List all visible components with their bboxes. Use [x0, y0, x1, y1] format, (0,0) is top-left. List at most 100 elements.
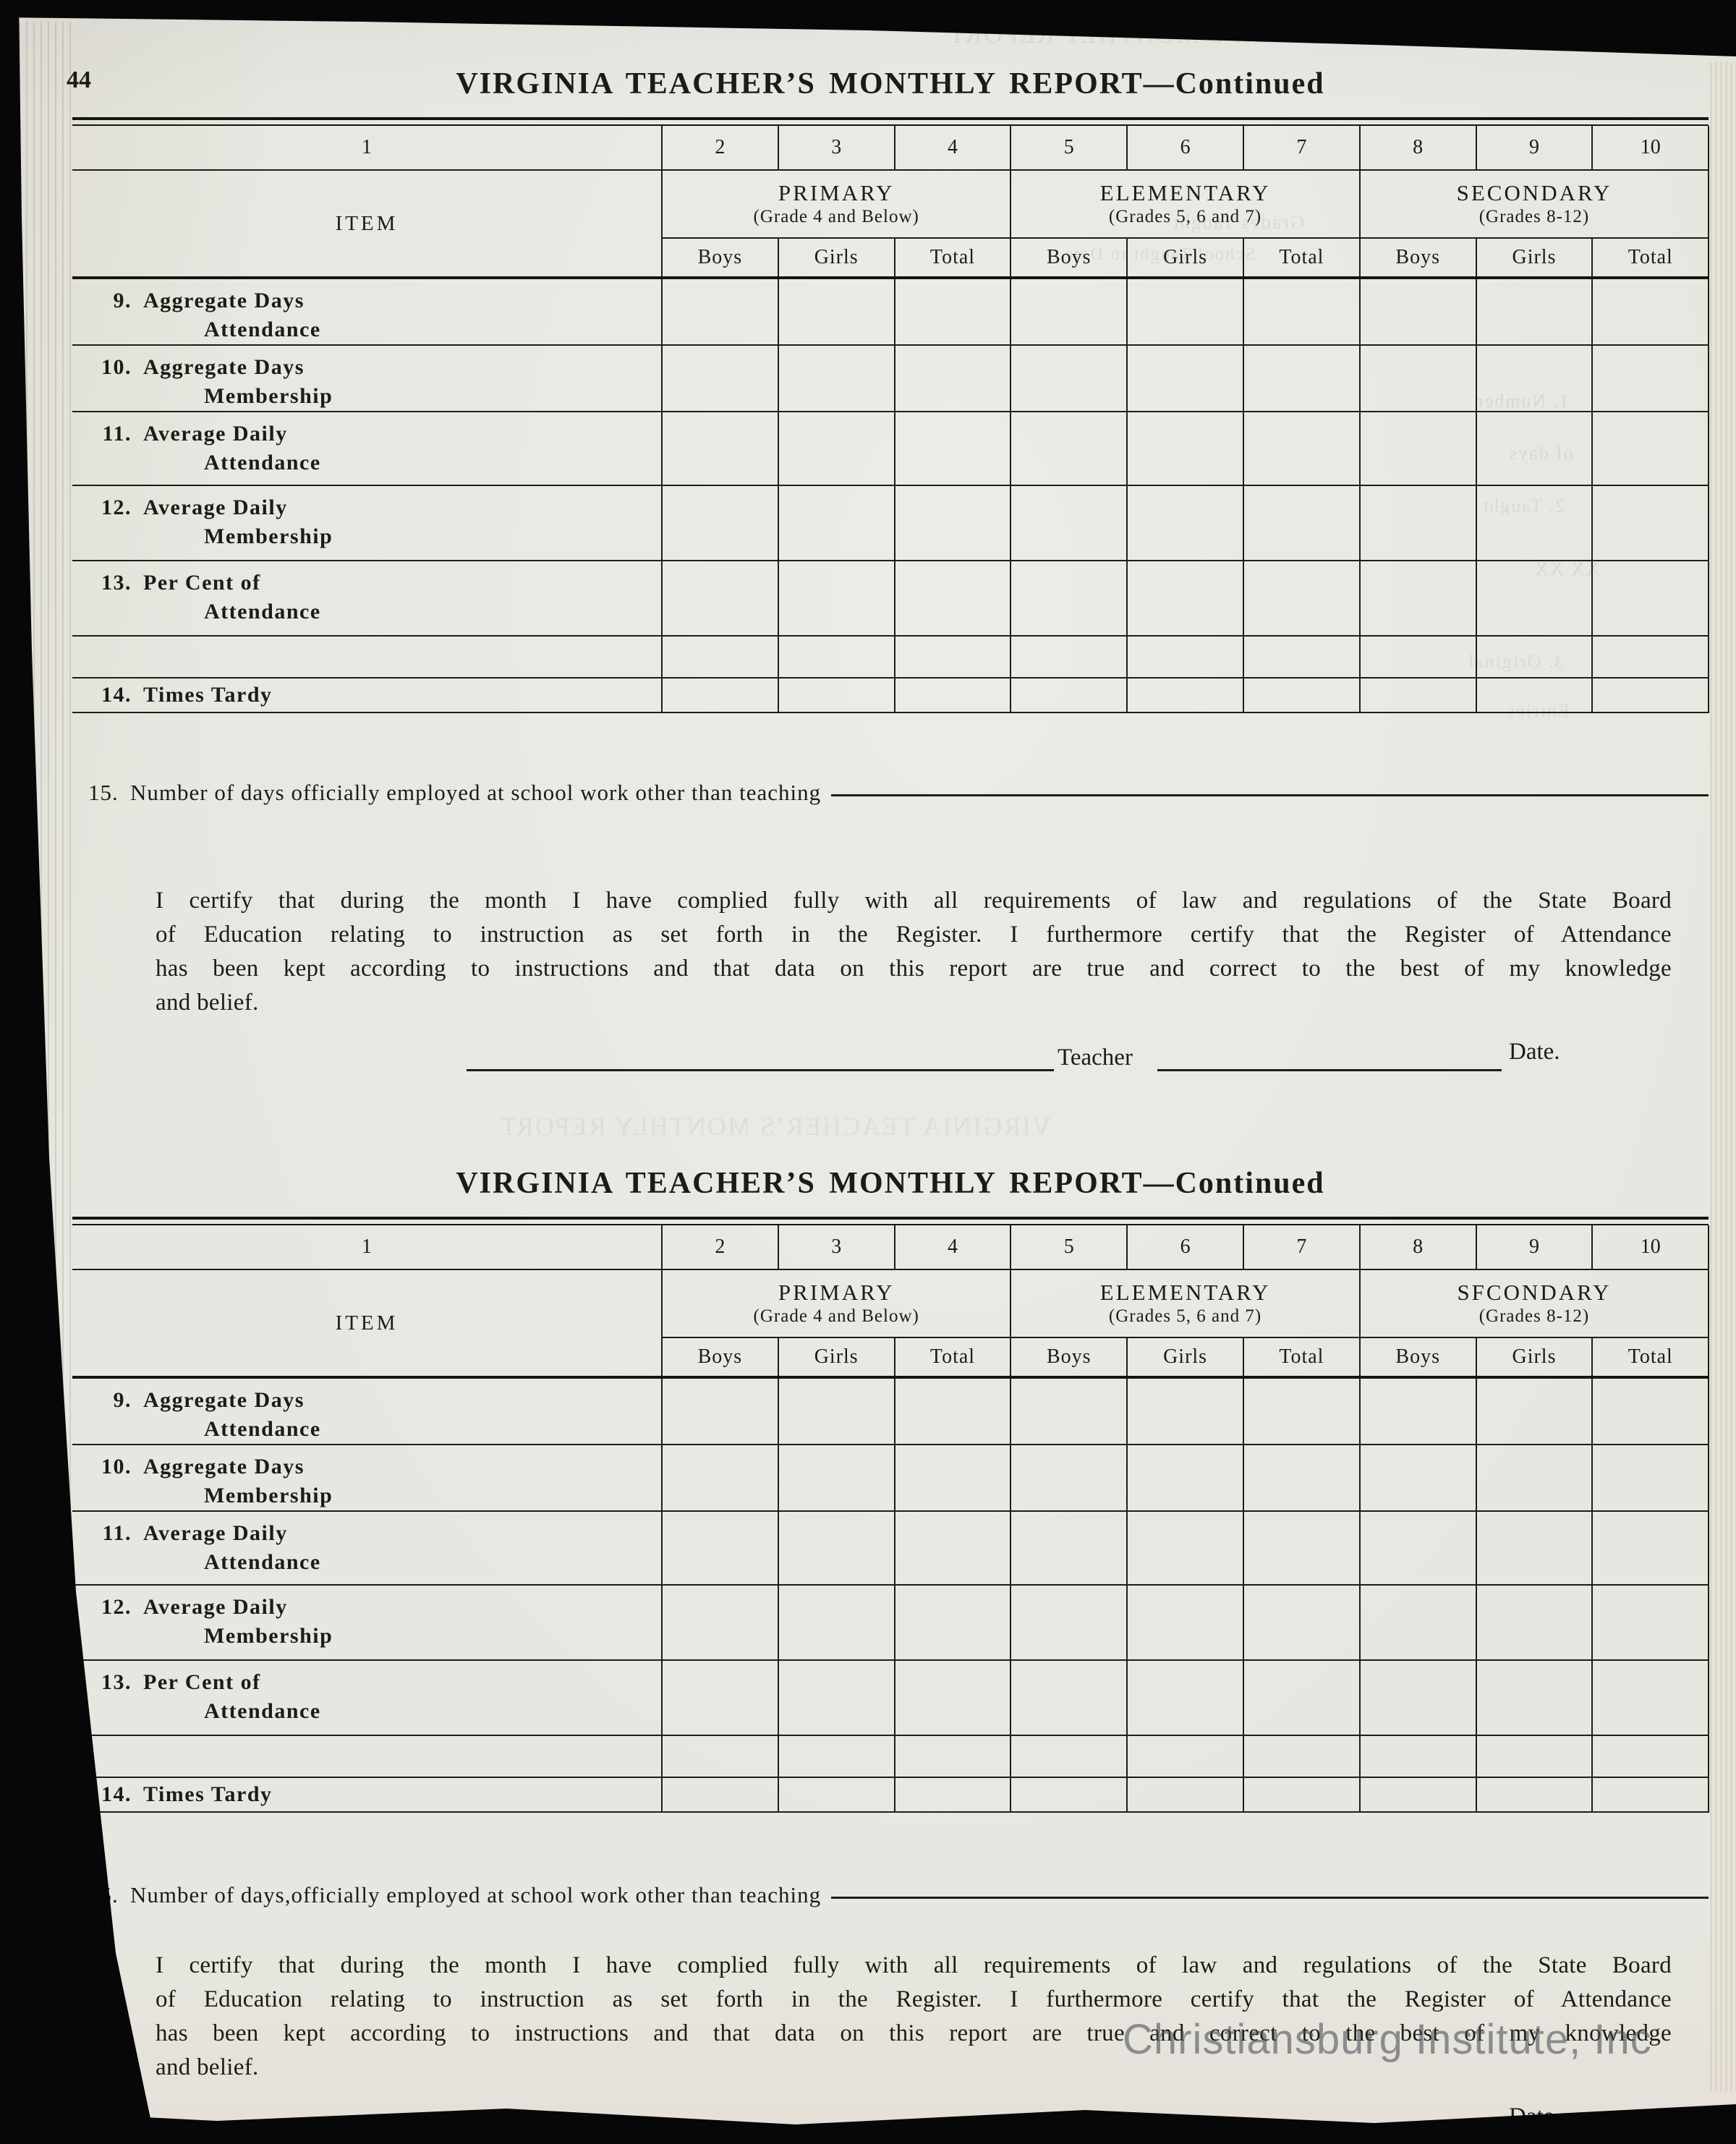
table-cell — [1126, 1777, 1243, 1813]
sub-header: Girls — [1475, 238, 1593, 279]
form-title: VIRGINIA TEACHER’S MONTHLY REPORT—Contin… — [456, 67, 1325, 101]
table-cell — [1475, 1511, 1593, 1586]
table-cell — [777, 345, 895, 412]
table-cell — [661, 678, 778, 713]
column-number: 4 — [893, 126, 1011, 171]
table-cell — [1358, 1735, 1476, 1778]
table-cell — [893, 561, 1011, 637]
row-label-line1: Aggregate Days — [143, 1455, 305, 1479]
table-cell — [661, 1377, 778, 1445]
table-cell — [1126, 345, 1243, 412]
item-15-line: 15. Number of days,officially employed a… — [72, 1882, 1709, 1908]
table-cell — [661, 278, 778, 346]
table-cell — [1358, 1511, 1476, 1586]
table-cell — [893, 678, 1011, 713]
sub-header: Boys — [1358, 238, 1476, 279]
table-cell — [777, 485, 895, 561]
group-name: SECONDARY — [1456, 180, 1612, 205]
table-cell — [1475, 678, 1593, 713]
table-cell — [1126, 1445, 1243, 1512]
table-cell — [1591, 1511, 1710, 1586]
table-cell — [893, 278, 1011, 346]
certification-line: I certify that during the month I have c… — [156, 1952, 1672, 1978]
group-name: ELEMENTARY — [1099, 180, 1271, 205]
certification-line: has been kept according to instructions … — [156, 956, 1672, 982]
table-cell — [661, 561, 778, 637]
table-cell — [777, 561, 895, 637]
row-label: 12. Average Daily Membership — [72, 485, 663, 561]
table-cell — [777, 1445, 895, 1512]
certification-line: I certify that during the month I have c… — [156, 888, 1672, 914]
table-cell — [1242, 1777, 1360, 1813]
column-number: 10 — [1591, 126, 1710, 171]
table-cell — [1591, 1777, 1710, 1813]
row-number: 10. — [101, 355, 132, 379]
table-cell — [1010, 1377, 1128, 1445]
table-cell — [661, 1445, 778, 1512]
date-signature-line — [1157, 1069, 1502, 1071]
table-cell — [661, 1585, 778, 1661]
certification-line: has been kept according to instructions … — [156, 2020, 1672, 2046]
table-cell — [1591, 1445, 1710, 1512]
table-cell — [893, 1777, 1011, 1813]
row-label: 13. Per Cent of Attendance — [72, 561, 663, 637]
group-header-elementary: ELEMENTARY (Grades 5, 6 and 7) — [1010, 1269, 1360, 1338]
table-cell — [1010, 412, 1128, 486]
table-cell — [1126, 1735, 1243, 1778]
row-label-line1: Per Cent of — [143, 571, 261, 595]
item-column-header: ITEM — [72, 170, 663, 279]
table-cell — [1242, 485, 1360, 561]
row-label-line2: Attendance — [204, 1550, 321, 1574]
table-cell — [1010, 1660, 1128, 1736]
table-row: 13. Per Cent of Attendance — [72, 1660, 1710, 1736]
column-number: 3 — [777, 1225, 895, 1270]
row-label-line2: Membership — [204, 384, 333, 408]
table-cell — [1475, 1445, 1593, 1512]
table-cell — [661, 412, 778, 486]
group-name: PRIMARY — [778, 1280, 895, 1305]
table-cell — [777, 1660, 895, 1736]
group-subtitle: (Grades 8-12) — [1478, 1306, 1590, 1326]
table-cell — [777, 1585, 895, 1661]
table-cell — [777, 636, 895, 678]
table-cell — [893, 1445, 1011, 1512]
row-label: 11. Average Daily Attendance — [72, 1511, 663, 1586]
sub-header: Total — [1242, 238, 1360, 279]
table-cell — [1126, 412, 1243, 486]
row-number: 14. — [101, 683, 132, 707]
group-subtitle: (Grades 8-12) — [1478, 207, 1590, 226]
table-cell — [1126, 1585, 1243, 1661]
sub-header: Girls — [777, 238, 895, 279]
row-label-line2: Attendance — [204, 318, 321, 341]
sub-header: Total — [893, 238, 1011, 279]
sub-header: Total — [1591, 1337, 1710, 1379]
table-cell — [1358, 636, 1476, 678]
column-number: 9 — [1475, 1225, 1593, 1270]
row-label: 10. Aggregate Days Membership — [72, 345, 663, 412]
attendance-table: 1 2 3 4 5 6 7 8 9 10 ITEM PRIMARY (Grade… — [72, 1225, 1710, 1813]
row-label — [72, 1735, 663, 1778]
row-label — [72, 636, 663, 678]
row-number: 14. — [101, 1782, 132, 1806]
row-label-line1: Aggregate Days — [143, 289, 305, 312]
row-number: 11. — [102, 1521, 132, 1545]
group-name: SFCONDARY — [1457, 1280, 1612, 1305]
row-label-line1: Average Daily — [143, 1521, 288, 1545]
page-number: 44 — [67, 67, 91, 93]
table-cell — [1475, 1660, 1593, 1736]
row-number: 13. — [101, 571, 132, 595]
table-cell — [1591, 561, 1710, 637]
table-cell — [1126, 1511, 1243, 1586]
table-cell — [777, 1511, 895, 1586]
table-cell — [1010, 1445, 1128, 1512]
column-number: 1 — [72, 1225, 662, 1270]
item-number: 15. — [88, 780, 119, 805]
monthly-report-form-bottom: VIRGINIA TEACHER’S MONTHLY REPORT—Contin… — [0, 1160, 1736, 2144]
row-label-line2: Membership — [204, 1624, 333, 1648]
table-cell — [1475, 345, 1593, 412]
table-cell — [1475, 278, 1593, 346]
column-number: 8 — [1358, 1225, 1476, 1270]
table-cell — [661, 1735, 778, 1778]
row-label-line2: Membership — [204, 1484, 333, 1507]
table-cell — [1475, 1377, 1593, 1445]
